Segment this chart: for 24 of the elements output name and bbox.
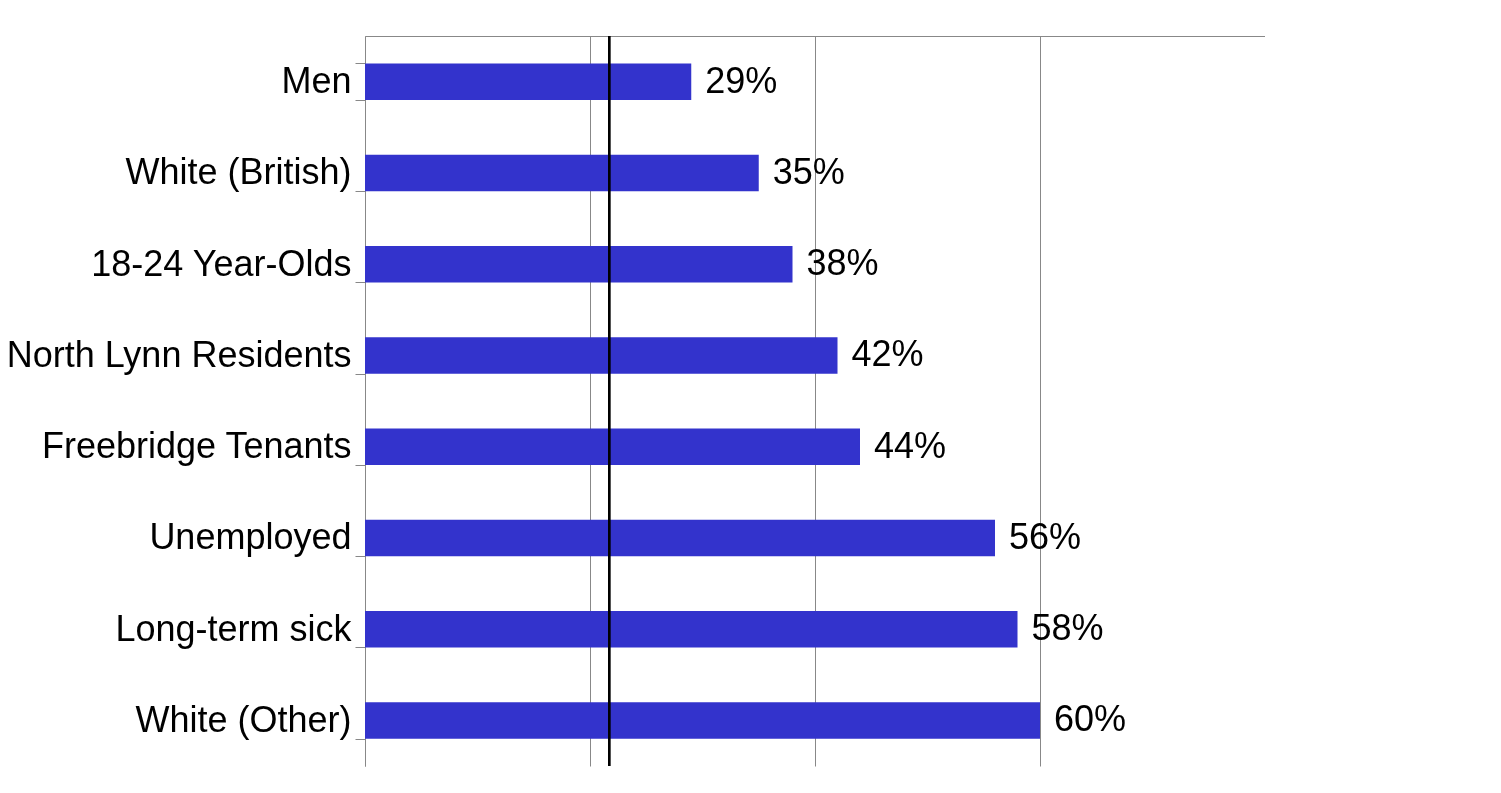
data-label: 42% <box>851 333 924 375</box>
bar <box>365 519 995 557</box>
data-label: 29% <box>705 59 778 101</box>
y-tick-label: North Lynn Residents <box>6 333 352 375</box>
bar <box>365 63 692 100</box>
data-label: 58% <box>1031 607 1104 649</box>
bar <box>365 428 860 465</box>
bar <box>365 337 838 374</box>
y-tick-label: Long-term sick <box>115 607 353 649</box>
bar <box>365 610 1018 648</box>
bar <box>365 154 759 192</box>
data-label: 60% <box>1054 698 1127 740</box>
y-tick-label: Unemployed <box>149 516 352 558</box>
bar <box>365 245 793 283</box>
y-tick-label: 18-24 Year-Olds <box>91 242 352 284</box>
y-tick-label: Men <box>281 60 352 102</box>
data-label: 35% <box>772 150 845 192</box>
y-tick-label: White (British) <box>125 151 352 193</box>
y-tick-label: Freebridge Tenants <box>41 425 352 467</box>
bar <box>365 702 1040 739</box>
data-label: 44% <box>874 424 947 466</box>
data-label: 38% <box>806 242 879 284</box>
data-label: 56% <box>1009 515 1082 557</box>
y-tick-label: White (Other) <box>135 698 352 740</box>
